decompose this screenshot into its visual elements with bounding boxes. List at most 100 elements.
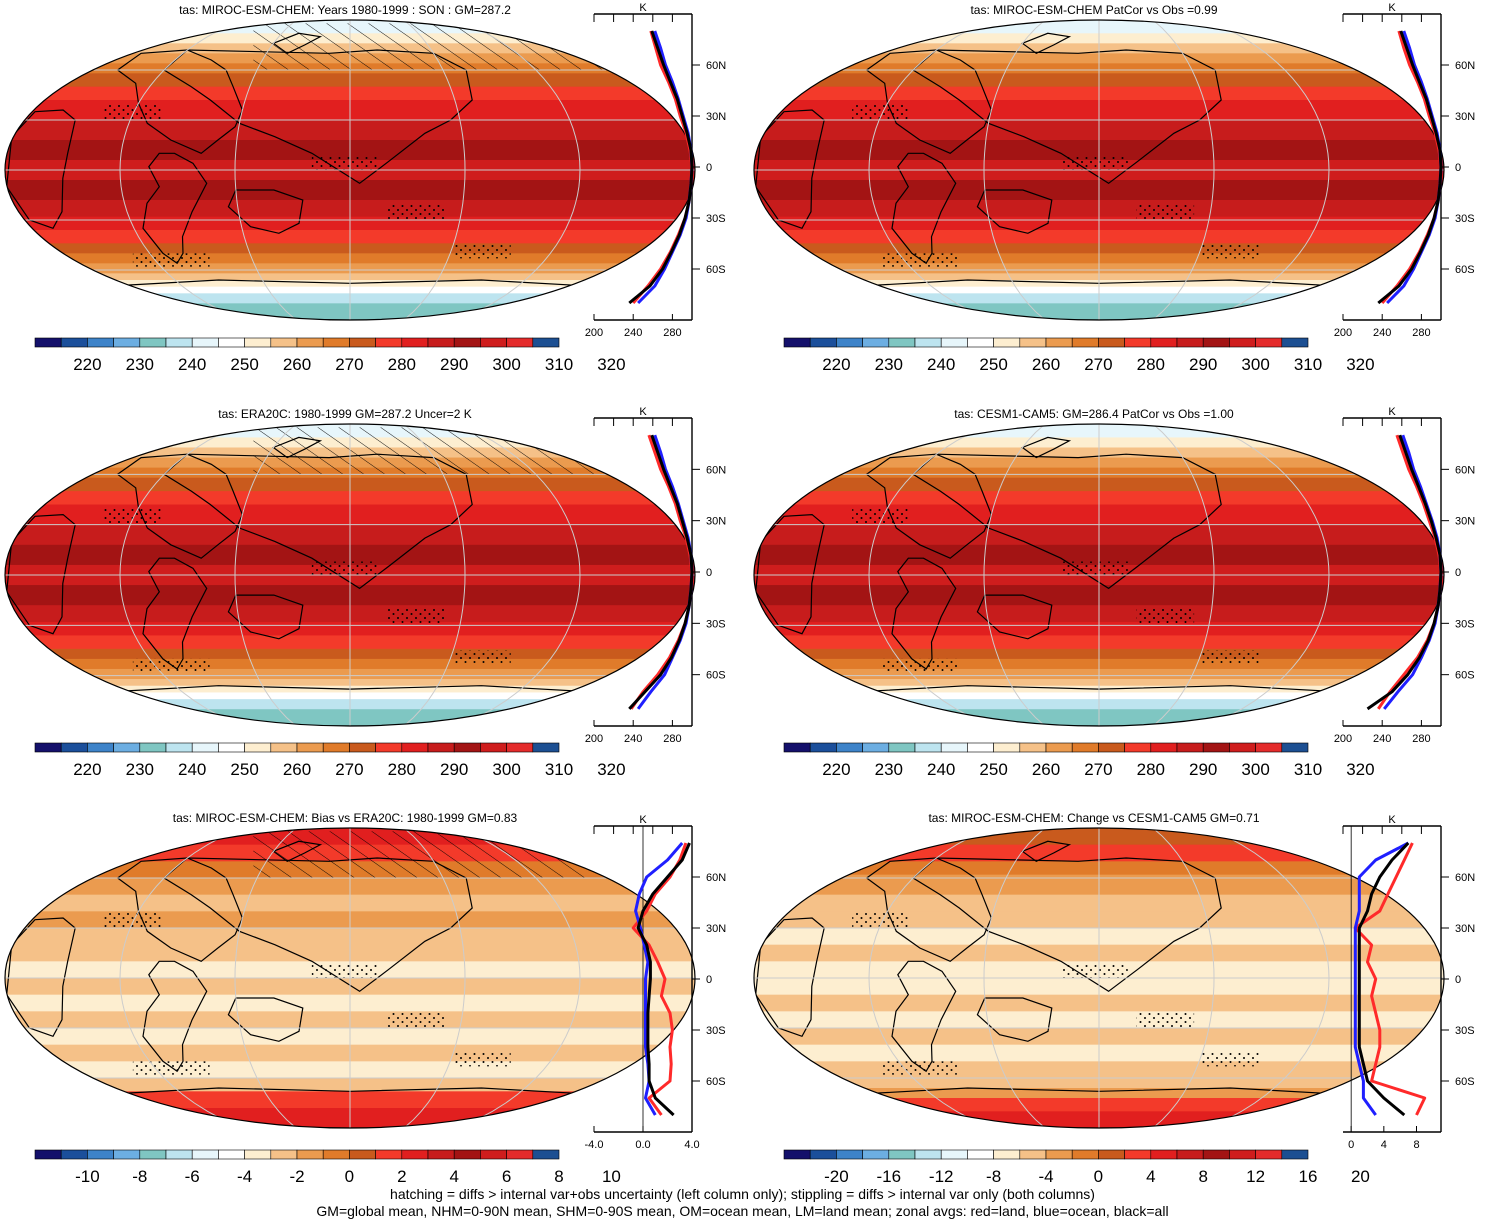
panel-6-colorbar-swatch	[1281, 1149, 1309, 1160]
panel-4-colorbar-swatch	[1045, 742, 1073, 753]
panel-3-profile-x-tick-label: 280	[663, 733, 681, 745]
panel-6-colorbar-swatch	[1098, 1149, 1125, 1160]
panel-1-colorbar-swatch	[113, 337, 141, 348]
panel-4-coastline	[1021, 436, 1072, 459]
panel-4-meridian	[1152, 424, 1215, 726]
panel-5-colorbar-swatch	[270, 1149, 298, 1160]
panel-2-stippling	[1060, 156, 1128, 170]
panel-5-colorbar-swatch	[296, 1149, 324, 1160]
panel-3-colorbar-swatch	[139, 742, 167, 753]
panel-2-profile-unit-label: K	[1388, 2, 1396, 14]
panel-3-colorbar-swatch	[401, 742, 429, 753]
panel-2-stippling	[881, 253, 959, 267]
panel-1-stippling	[387, 203, 446, 220]
panel-1-colorbar-tick-label: 260	[283, 355, 311, 374]
panel-4-coastline	[865, 453, 993, 559]
panel-6-coastline	[1021, 840, 1072, 862]
panel-6-colorbar-swatch	[1124, 1149, 1152, 1160]
panel-6-colorbar-swatch	[1229, 1149, 1256, 1160]
panel-2-coastline	[848, 279, 1350, 320]
panel-3-colorbar-swatch	[270, 742, 298, 753]
panel-6-stippling	[1136, 1011, 1195, 1028]
panel-5-colorbar-tick-label: -10	[75, 1167, 100, 1186]
panel-5-stippling	[103, 911, 161, 928]
panel-2-colorbar-swatch	[993, 337, 1021, 348]
panel-2-colorbar-swatch	[783, 337, 811, 348]
panel-1-profile-unit-label: K	[639, 2, 647, 14]
panel-5-coastline	[227, 997, 304, 1042]
panel-6-colorbar-tick-label: 4	[1146, 1167, 1155, 1186]
panel-1-profile-lat-tick-label: 0	[706, 162, 712, 174]
panel-3-meridian	[403, 424, 466, 726]
panel-6-colorbar-swatch	[1255, 1149, 1283, 1160]
panel-5-stippling	[387, 1011, 446, 1028]
panel-6-profile-series-land	[1353, 842, 1427, 1116]
panel-1-colorbar-swatch	[139, 337, 167, 348]
panel-4-profile-x-tick-label: 200	[1334, 733, 1352, 745]
panel-3-colorbar-swatch	[191, 742, 219, 753]
panel-6-colorbar-tick-label: 20	[1351, 1167, 1370, 1186]
panel-5-colorbar-swatch	[532, 1149, 560, 1160]
panel-5-colorbar-swatch	[165, 1149, 193, 1160]
panel-1-colorbar-swatch	[401, 337, 429, 348]
panel-1-colorbar-tick-label: 230	[126, 355, 154, 374]
panel-6-colorbar-tick-label: -20	[824, 1167, 849, 1186]
panel-6-coastline	[912, 857, 1222, 993]
panel-4-meridian	[868, 424, 992, 726]
panel-2-colorbar-swatch	[809, 337, 837, 348]
panel-6-colorbar-tick-label: 0	[1094, 1167, 1103, 1186]
panel-1-profile-x-tick-label: 280	[663, 327, 681, 339]
panel-3-coastline	[99, 685, 601, 726]
panel-6-colorbar-tick-label: 16	[1299, 1167, 1318, 1186]
panel-6-coastline	[865, 857, 993, 962]
panel-2-profile-lat-tick-label: 60S	[1455, 264, 1475, 276]
panel-4-colorbar-tick-label: 260	[1032, 760, 1060, 779]
panel-2-colorbar-tick-label: 220	[822, 355, 850, 374]
panel-3-colorbar-swatch	[506, 742, 534, 753]
panel-5-field	[5, 828, 695, 1128]
panel-6-colorbar-swatch	[783, 1149, 811, 1160]
panel-6-colorbar-tick-label: -12	[929, 1167, 954, 1186]
panel-6: tas: MIROC-ESM-CHEM: Change vs CESM1-CAM…	[753, 811, 1475, 1186]
panel-2-colorbar-swatch	[1124, 337, 1152, 348]
panel-4-colorbar-swatch	[783, 742, 811, 753]
panel-2-profile-lat-tick-label: 0	[1455, 162, 1461, 174]
panel-1-field	[5, 20, 695, 320]
panel-3-profile-unit-label: K	[639, 406, 647, 418]
panel-5-title: tas: MIROC-ESM-CHEM: Bias vs ERA20C: 198…	[173, 811, 518, 825]
panel-4-outline	[753, 423, 1445, 727]
panel-5-meridian	[234, 828, 297, 1128]
panel-4-colorbar-swatch	[888, 742, 916, 753]
panel-2-colorbar-swatch	[967, 337, 994, 348]
panel-2-colorbar-swatch	[940, 337, 968, 348]
panel-3-colorbar-swatch	[322, 742, 350, 753]
panel-1-profile-lat-tick-label: 30S	[706, 213, 726, 225]
panel-6-coastline	[848, 1087, 1350, 1128]
panel-1-colorbar-tick-label: 320	[597, 355, 625, 374]
panel-1-colorbar-tick-label: 280	[388, 355, 416, 374]
panel-2-stippling	[852, 103, 910, 120]
panel-2-colorbar-tick-label: 280	[1137, 355, 1165, 374]
panel-2-colorbar-swatch	[1281, 337, 1309, 348]
panel-4-colorbar-tick-label: 230	[875, 760, 903, 779]
panel-5-colorbar-tick-label: 8	[554, 1167, 563, 1186]
panel-5-colorbar-swatch	[453, 1149, 481, 1160]
panel-3-colorbar-swatch	[296, 742, 324, 753]
panel-2-profile-lat-tick-label: 30S	[1455, 213, 1475, 225]
panel-1-stippling	[311, 156, 379, 170]
panel-5-colorbar-swatch	[506, 1149, 534, 1160]
panel-6-title: tas: MIROC-ESM-CHEM: Change vs CESM1-CAM…	[928, 811, 1259, 825]
panel-3-profile-lat-tick-label: 60N	[706, 464, 726, 476]
panel-5-colorbar-tick-label: -8	[132, 1167, 147, 1186]
panel-2-colorbar-swatch	[1045, 337, 1073, 348]
panel-3-colorbar-tick-label: 290	[440, 760, 468, 779]
panel-1-title: tas: MIROC-ESM-CHEM: Years 1980-1999 : S…	[179, 3, 511, 17]
panel-2-colorbar-tick-label: 290	[1189, 355, 1217, 374]
panel-6-colorbar-swatch	[1045, 1149, 1073, 1160]
panel-5-hatching	[253, 831, 637, 878]
panel-5-colorbar-swatch	[401, 1149, 429, 1160]
panel-2-stippling	[1136, 203, 1195, 220]
panel-4-colorbar-swatch	[1176, 742, 1204, 753]
panel-4-coastline	[976, 594, 1053, 640]
panel-5-stippling	[132, 1061, 210, 1075]
